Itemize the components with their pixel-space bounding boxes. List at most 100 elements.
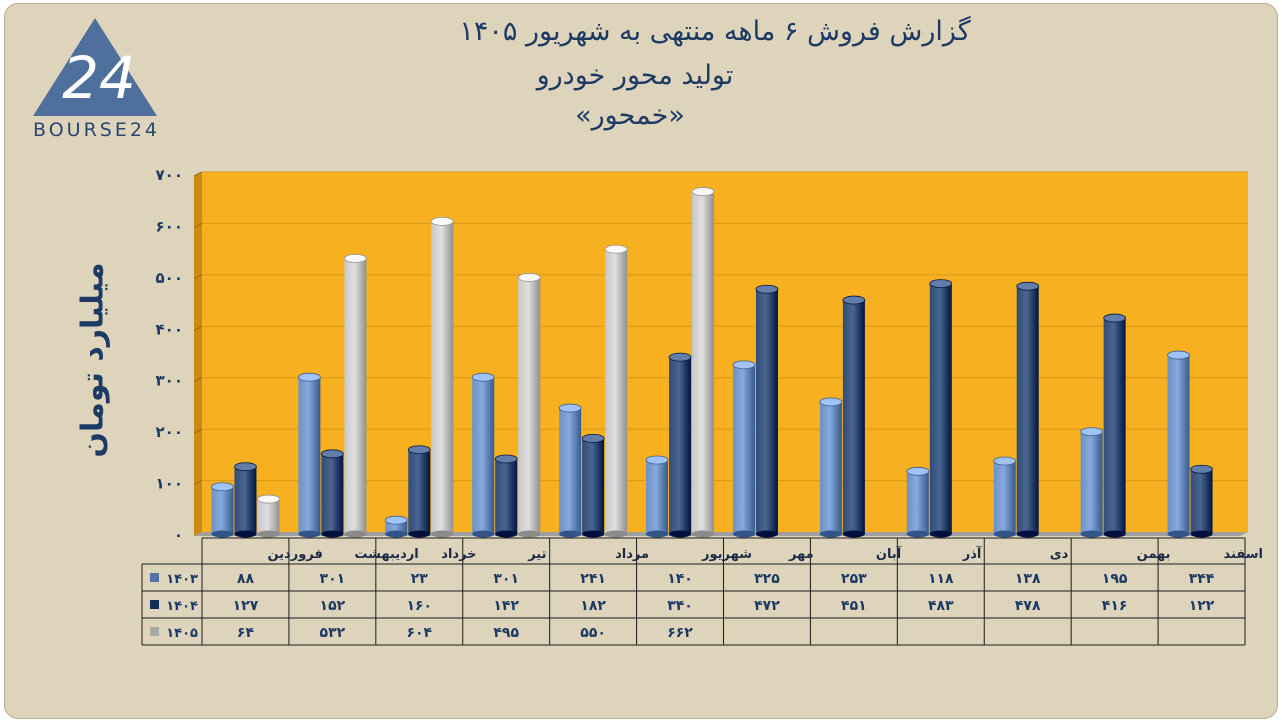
y-tick-label: ۲۰۰ [156,423,183,441]
bar-cap [581,433,605,443]
data-label: ۲۴۱ [580,571,606,587]
bar-body [321,453,344,534]
bar [929,279,953,538]
bar-base [1103,530,1126,538]
data-label: ۴۷۸ [1015,598,1041,614]
bar-base [842,530,865,538]
bar-body [257,499,280,534]
bar-body [605,249,628,534]
bar-cap [558,403,582,413]
data-label: ۱۶۰ [406,598,432,614]
data-label: ۲۳ [411,571,429,587]
y-tick-label: ۱۰۰ [156,475,183,493]
x-tick-label: آبان [876,545,902,562]
data-label: ۱۳۸ [1015,571,1041,587]
bar-base [669,530,692,538]
bar-cap [430,216,454,226]
x-tick-label: مرداد [615,547,649,562]
data-label: ۱۱۸ [928,571,954,587]
bar-body [559,408,582,534]
data-label: ۳۲۵ [754,571,780,587]
bar-cap [1103,313,1127,323]
bar-body [495,458,518,534]
plot-side-wall [194,172,202,536]
bar-cap [1190,464,1213,474]
bar-cap [343,253,367,263]
bar [1080,427,1104,538]
bar-base [385,530,408,538]
bar [1190,464,1213,538]
plot-floor [194,532,1248,536]
bar-cap [407,445,431,455]
bar [819,397,843,538]
bar [993,456,1017,538]
bar-cap [494,454,518,464]
bar-body [472,377,495,534]
data-label: ۴۷۲ [754,598,780,614]
data-label: ۵۳۲ [320,625,346,641]
data-label: ۱۴۰ [667,571,693,587]
bar-cap [1167,350,1190,360]
x-tick-label: تیر [527,547,546,562]
bar-body [993,461,1016,534]
bar [906,466,930,538]
bar [257,494,280,538]
bar-base [582,530,605,538]
data-label: ۶۰۴ [406,625,432,641]
bar-base [431,530,454,538]
data-label: ۴۱۶ [1102,598,1128,614]
x-tick-label: اردیبهشت [354,547,418,562]
bar-cap [384,515,408,525]
bar-base [408,530,431,538]
bar [755,284,779,538]
data-label: ۴۸۳ [928,598,954,614]
bar-base [211,530,234,538]
legend-swatch [150,627,159,636]
bar-body [1167,355,1190,534]
gridline-side [193,480,203,486]
gridline-side [193,428,203,434]
bar-base [234,530,257,538]
bar-body [1103,318,1126,534]
bar-body [298,377,321,534]
data-label: ۳۴۰ [667,598,693,614]
gridline-side [193,274,203,280]
bar-cap [234,462,257,472]
bar-cap [1080,427,1104,437]
bar-cap [471,372,495,382]
bar-base [929,530,952,538]
data-label: ۸۸ [237,571,255,587]
bar-base [472,530,495,538]
bar [581,433,605,538]
gridline-side [193,377,203,383]
data-label: ۳۰۱ [320,571,346,587]
bar [604,244,628,538]
gridline-side [193,325,203,331]
bar-cap [604,244,628,254]
bar-cap [993,456,1017,466]
legend-label: ۱۴۰۳ [166,572,198,587]
bar-cap [320,449,344,459]
bar [430,216,454,538]
bar [471,372,495,538]
bar-base [1080,530,1103,538]
legend-swatch [150,600,159,609]
bar [732,360,756,538]
bar-base [993,530,1016,538]
bar-body [692,191,715,535]
bar [1167,350,1190,538]
y-tick-label: ۷۰۰ [156,166,183,184]
bar [668,352,692,538]
bar-cap [517,273,541,282]
bar-base [1190,530,1213,538]
bar-body [669,357,692,534]
bar-base [495,530,518,538]
x-tick-label: دی [1050,547,1069,562]
bourse24-logo: 24 [33,18,157,116]
bar [384,515,408,538]
bar-cap [906,466,930,476]
bar-body [431,221,454,534]
data-label: ۴۵۱ [841,598,867,614]
bar-body [732,364,755,534]
bar [558,403,582,538]
